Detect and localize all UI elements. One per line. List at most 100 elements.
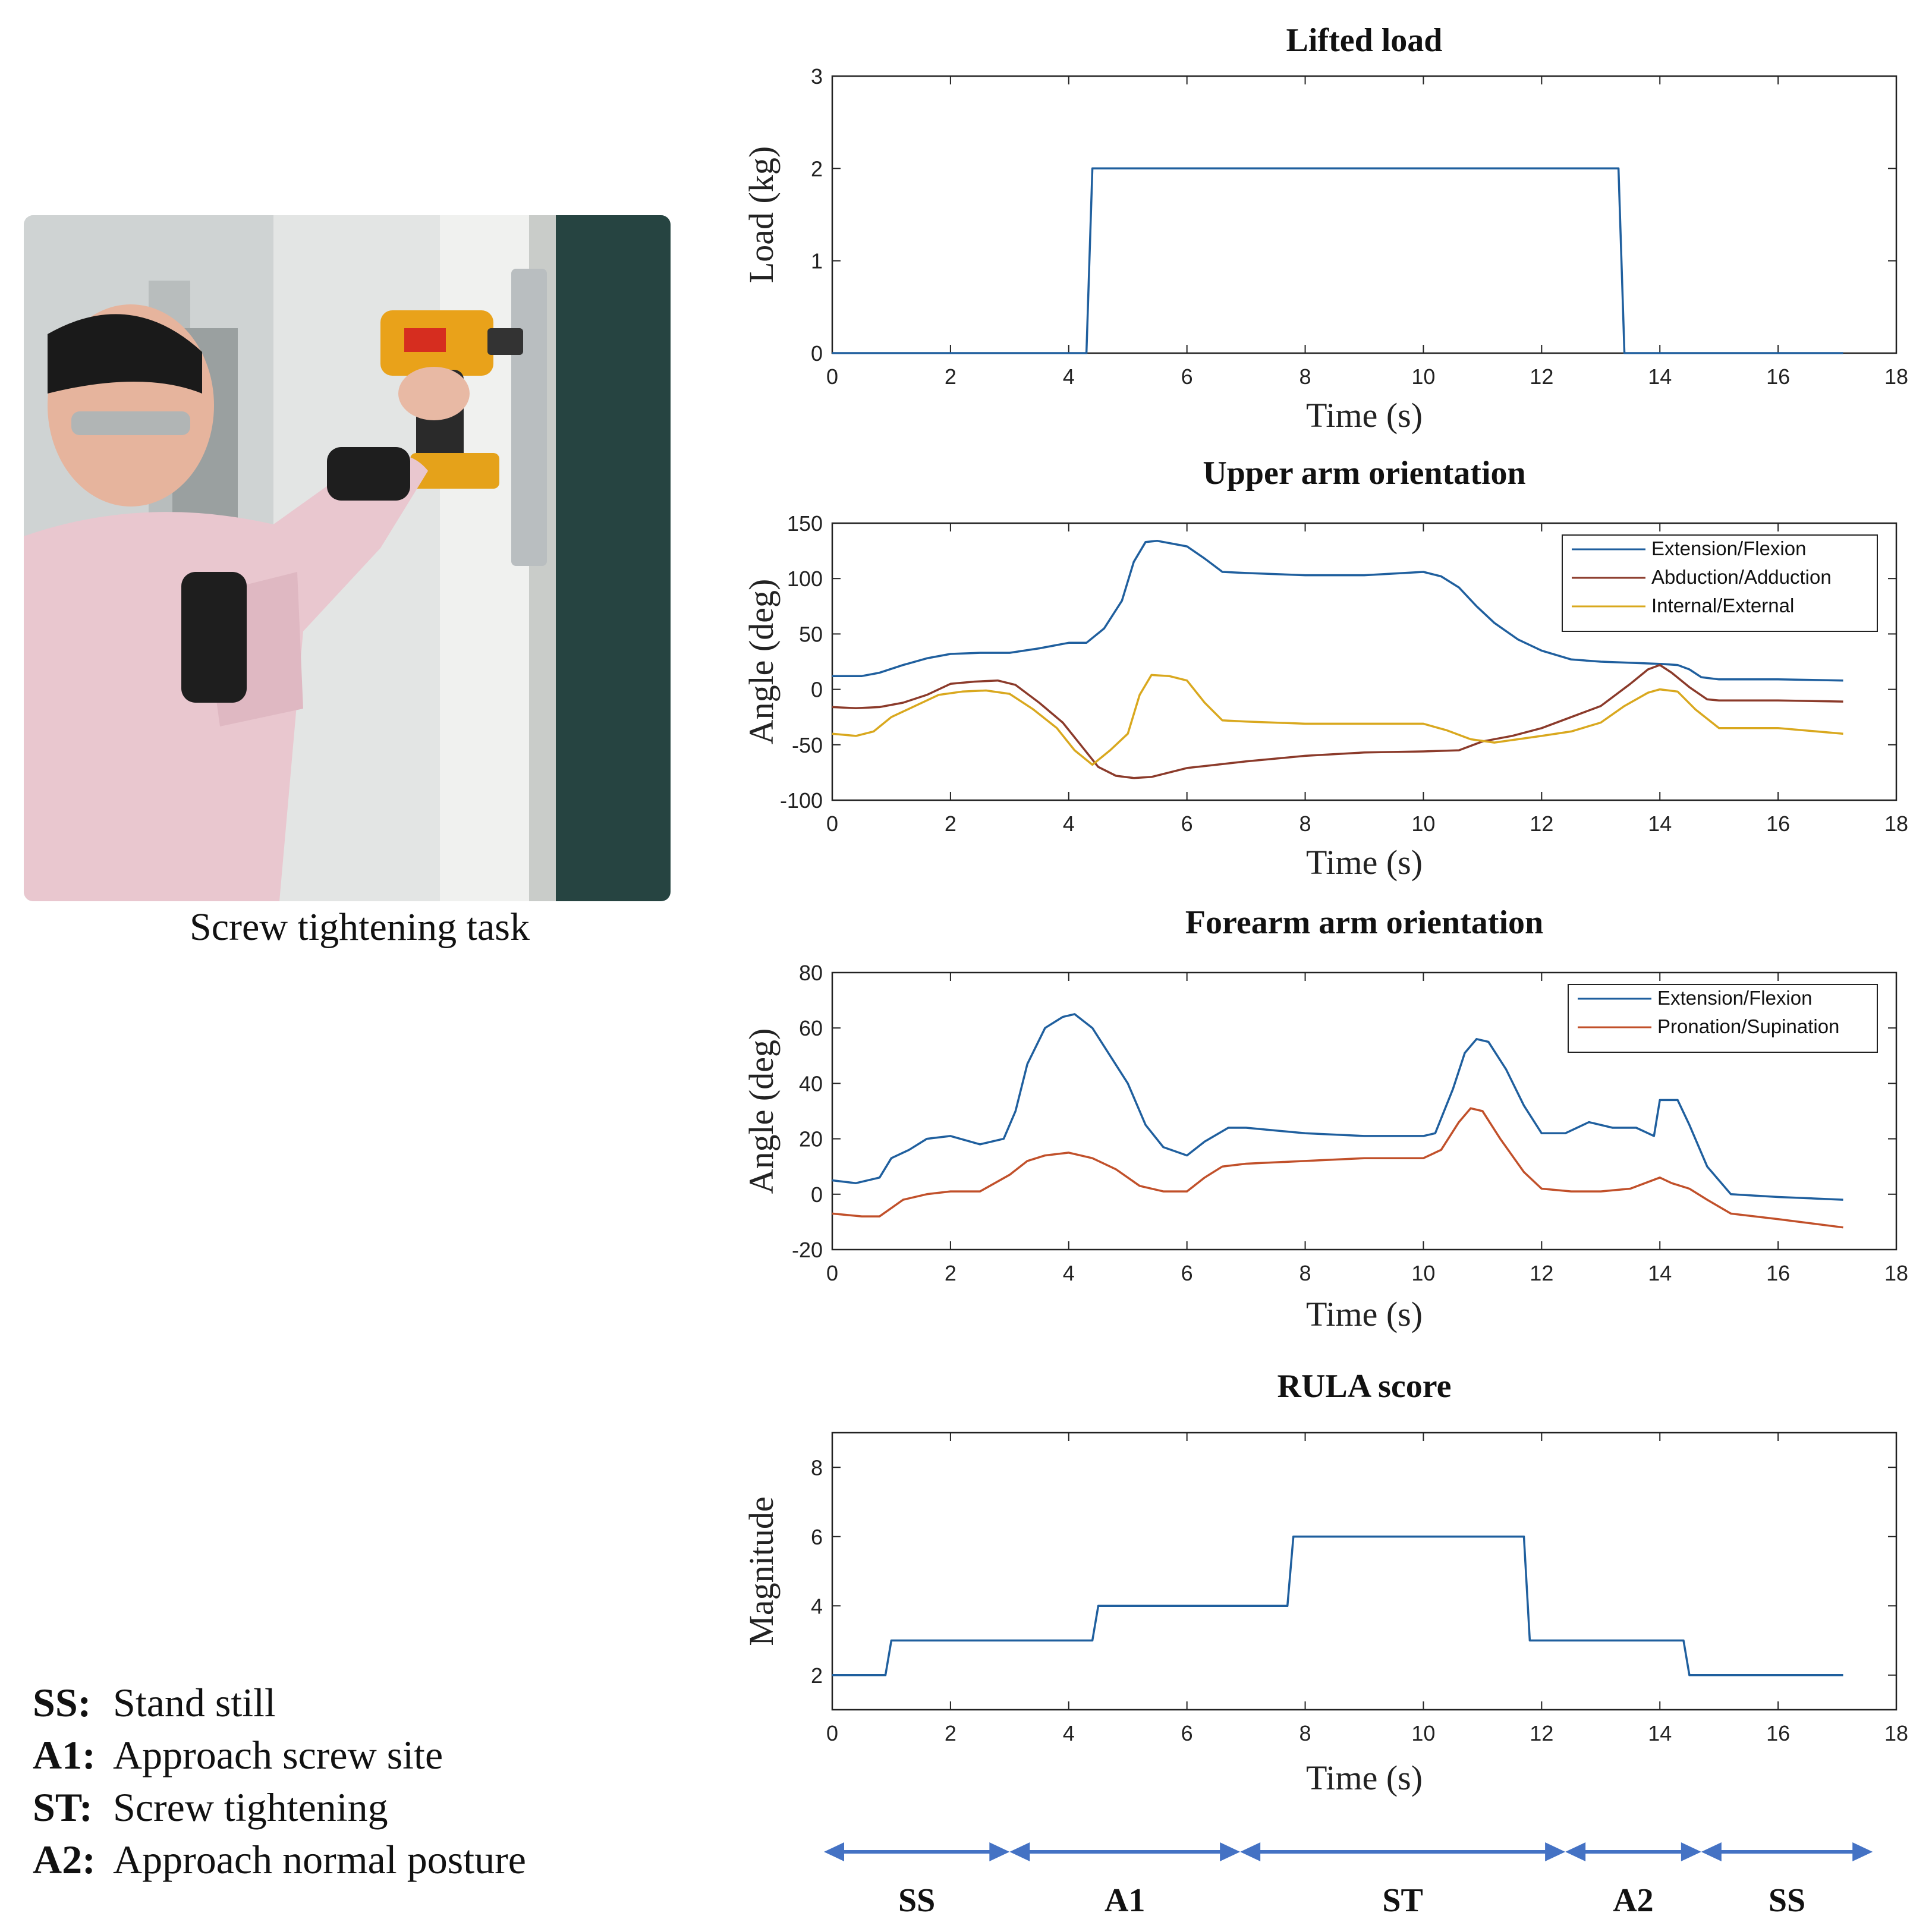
phase-legend: SS: Stand still A1: Approach screw site ST… — [33, 1676, 526, 1886]
x-tick-label: 12 — [1530, 811, 1553, 836]
series-line-extension-flexion — [832, 1013, 1843, 1201]
chart-title: Lifted load — [1286, 22, 1443, 59]
y-axis-label: Angle (deg) — [742, 1028, 781, 1194]
x-tick-label: 14 — [1648, 364, 1672, 389]
phase-arrowhead-right — [1220, 1842, 1241, 1861]
x-tick-label: 14 — [1648, 1721, 1672, 1745]
series-line-pronation-supination — [832, 1107, 1843, 1229]
legend-code: A1: — [33, 1732, 96, 1778]
x-tick-label: 16 — [1766, 1721, 1790, 1745]
phase-arrowhead-left — [1009, 1842, 1030, 1861]
y-tick-label: 0 — [811, 678, 823, 702]
phase-arrow-a1: A1 — [1009, 1842, 1241, 1919]
screw-tightening-photo-illustration — [24, 215, 671, 901]
x-tick-label: 0 — [826, 1721, 838, 1745]
x-tick-label: 6 — [1181, 1261, 1193, 1285]
y-tick-label: -20 — [792, 1238, 823, 1262]
x-tick-label: 4 — [1063, 1721, 1075, 1745]
plot-frame — [831, 1432, 1898, 1711]
legend-box — [1568, 984, 1878, 1053]
y-tick-label: 40 — [799, 1071, 823, 1096]
legend-code: ST: — [33, 1785, 93, 1830]
x-tick-label: 4 — [1063, 1261, 1075, 1285]
x-tick-label: 10 — [1411, 364, 1435, 389]
legend-item-ss: SS: Stand still — [33, 1676, 526, 1729]
y-axis-label: Load (kg) — [742, 146, 781, 283]
phase-arrowhead-right — [989, 1842, 1010, 1861]
legend-box — [1562, 534, 1878, 632]
x-tick-label: 18 — [1884, 1721, 1908, 1745]
phase-timeline: SS A1 ST A2 SS — [824, 1842, 1873, 1919]
x-axis-label: Time (s) — [1306, 1758, 1423, 1797]
chart-legend: Extension/Flexion Pronation/Supination — [1568, 984, 1878, 1053]
phase-label: SS — [1769, 1882, 1805, 1919]
phase-label: A1 — [1105, 1882, 1145, 1919]
y-axis-label: Angle (deg) — [742, 579, 781, 745]
x-axis-label: Time (s) — [1306, 396, 1423, 435]
phase-arrow-ss: SS — [824, 1842, 1010, 1919]
series-line-abduction-adduction — [832, 663, 1843, 779]
worker-photo — [24, 215, 671, 901]
legend-entry-label: Abduction/Adduction — [1651, 566, 1832, 588]
chart-title: Forearm arm orientation — [1185, 904, 1543, 941]
y-tick-label: 20 — [799, 1127, 823, 1152]
y-tick-label: 6 — [811, 1525, 823, 1549]
x-tick-label: 6 — [1181, 1721, 1193, 1745]
y-tick-label: 3 — [811, 64, 823, 89]
legend-entry-label: Extension/Flexion — [1657, 987, 1812, 1009]
x-tick-label: 16 — [1766, 364, 1790, 389]
x-tick-label: 4 — [1063, 811, 1075, 836]
x-tick-label: 8 — [1299, 364, 1311, 389]
phase-arrow-a2: A2 — [1565, 1842, 1701, 1919]
x-tick-label: 18 — [1884, 364, 1908, 389]
plot-frame — [831, 75, 1898, 354]
x-axis-label: Time (s) — [1306, 843, 1423, 882]
legend-item-a1: A1: Approach screw site — [33, 1729, 526, 1781]
legend-code: SS: — [33, 1680, 92, 1725]
legend-desc: Approach screw site — [113, 1732, 443, 1778]
y-tick-label: 150 — [787, 511, 823, 536]
chart-title: RULA score — [1277, 1368, 1452, 1405]
chart-title: Upper arm orientation — [1203, 455, 1525, 492]
x-tick-label: 0 — [826, 811, 838, 836]
x-tick-label: 2 — [945, 1721, 956, 1745]
x-tick-label: 2 — [945, 1261, 956, 1285]
y-tick-label: 0 — [811, 341, 823, 366]
x-tick-label: 14 — [1648, 1261, 1672, 1285]
legend-desc: Stand still — [113, 1680, 276, 1725]
phase-arrowhead-left — [1565, 1842, 1586, 1861]
chart-legend: Extension/Flexion Abduction/Adduction Inte… — [1562, 534, 1878, 632]
x-tick-label: 12 — [1530, 1721, 1553, 1745]
chart-4: RULA score 0 2 4 6 8 10 12 14 16 18 2 4 6 8 Time (s) Mag… — [742, 1368, 1908, 1797]
x-tick-label: 6 — [1181, 811, 1193, 836]
legend-desc: Screw tightening — [113, 1785, 388, 1830]
phase-arrowhead-right — [1852, 1842, 1873, 1861]
x-tick-label: 16 — [1766, 811, 1790, 836]
x-tick-label: 12 — [1530, 364, 1553, 389]
phase-arrowhead-right — [1681, 1842, 1701, 1861]
phase-label: SS — [898, 1882, 935, 1919]
phase-arrowhead-left — [824, 1842, 844, 1861]
x-tick-label: 18 — [1884, 811, 1908, 836]
y-tick-label: 8 — [811, 1455, 823, 1480]
x-axis-label: Time (s) — [1306, 1295, 1423, 1333]
series-line-load — [832, 167, 1843, 354]
x-tick-label: 6 — [1181, 364, 1193, 389]
y-tick-label: -100 — [780, 788, 823, 813]
x-tick-label: 0 — [826, 1261, 838, 1285]
series-line-rula — [832, 1536, 1843, 1676]
x-tick-label: 18 — [1884, 1261, 1908, 1285]
chart-3: Forearm arm orientation 0 2 4 6 8 10 12 14 16 18 -2… — [742, 904, 1908, 1333]
x-tick-label: 4 — [1063, 364, 1075, 389]
series-line-extension-flexion — [832, 540, 1843, 682]
series-line-internal-external — [832, 674, 1843, 766]
phase-arrow-st: ST — [1240, 1842, 1566, 1919]
phase-arrowhead-right — [1545, 1842, 1566, 1861]
legend-entry-label: Extension/Flexion — [1651, 537, 1806, 559]
y-tick-label: 2 — [811, 156, 823, 181]
x-tick-label: 8 — [1299, 1261, 1311, 1285]
y-tick-label: 60 — [799, 1016, 823, 1040]
